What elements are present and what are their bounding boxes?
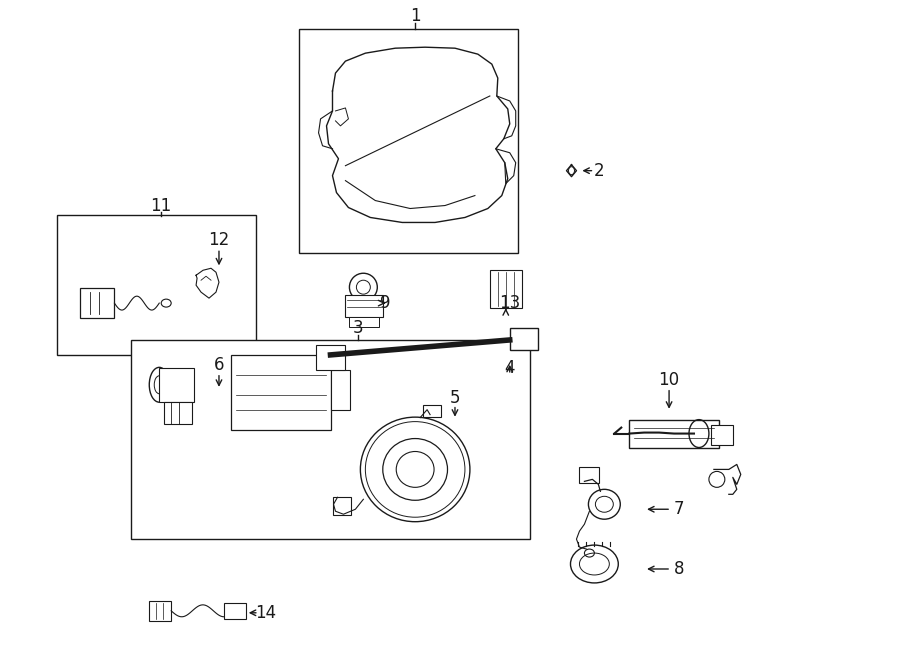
- Bar: [490, 270, 522, 308]
- Text: 12: 12: [208, 231, 230, 249]
- Bar: [349, 317, 379, 327]
- Bar: [79, 288, 114, 318]
- Bar: [509, 328, 537, 350]
- Text: 3: 3: [353, 319, 364, 337]
- Text: 7: 7: [674, 500, 684, 518]
- Text: 11: 11: [150, 196, 172, 215]
- Text: 10: 10: [659, 371, 680, 389]
- Bar: [159, 368, 194, 402]
- Bar: [131, 340, 530, 539]
- Text: 9: 9: [380, 294, 391, 312]
- Bar: [423, 405, 441, 416]
- Bar: [629, 420, 719, 447]
- Text: 14: 14: [256, 603, 276, 622]
- Bar: [231, 355, 330, 430]
- Text: 1: 1: [410, 7, 420, 25]
- Bar: [346, 295, 383, 317]
- Text: 13: 13: [500, 294, 520, 312]
- Bar: [316, 345, 346, 370]
- Text: 8: 8: [674, 560, 684, 578]
- Bar: [299, 29, 518, 253]
- Bar: [334, 497, 351, 515]
- Text: 5: 5: [450, 389, 460, 407]
- Text: 4: 4: [505, 359, 515, 377]
- Bar: [224, 603, 246, 619]
- Text: 6: 6: [213, 356, 224, 374]
- Bar: [580, 467, 599, 483]
- Bar: [57, 215, 256, 355]
- Text: 2: 2: [594, 162, 605, 180]
- Bar: [711, 424, 733, 444]
- Bar: [149, 601, 171, 621]
- Bar: [330, 370, 350, 410]
- Bar: [164, 402, 192, 424]
